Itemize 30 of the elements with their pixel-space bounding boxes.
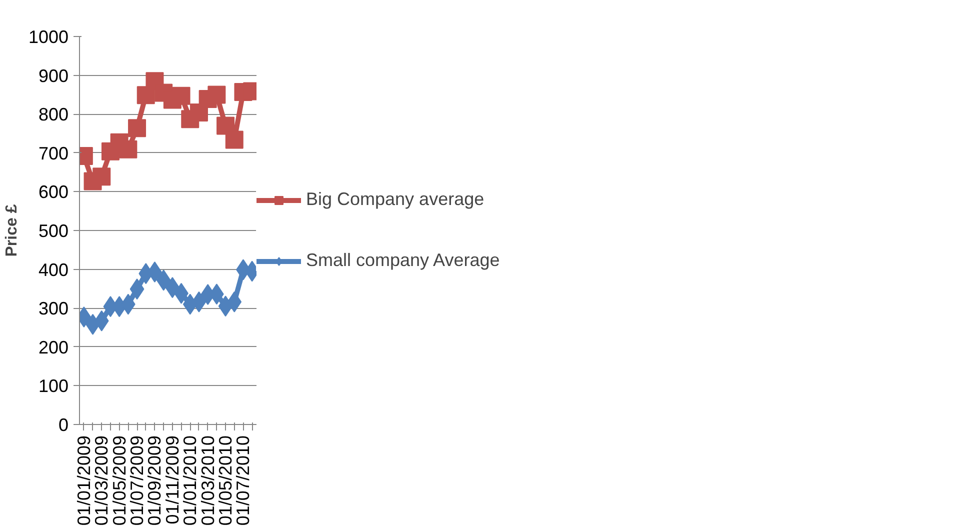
- x-tick-label: 01/05/2009: [109, 435, 130, 526]
- y-tick-label: 900: [38, 66, 69, 86]
- x-tick-label: 01/07/2009: [127, 435, 148, 526]
- x-tick-label: 01/03/2009: [92, 435, 112, 526]
- point: [92, 168, 111, 186]
- y-tick-label: 1000: [28, 27, 69, 47]
- legend-label: Small company Average: [306, 250, 500, 271]
- point: [128, 119, 146, 138]
- x-tick-label: 01/07/2010: [233, 435, 254, 526]
- y-tick-label: 600: [38, 182, 69, 202]
- x-tick-label: 01/01/2009: [74, 435, 94, 526]
- point: [225, 130, 244, 149]
- y-tick-label: 700: [38, 143, 69, 164]
- x-tick-label: 01/01/2010: [180, 435, 200, 526]
- x-tick-label: 01/11/2009: [162, 435, 182, 524]
- y-tick-label: 0: [58, 415, 69, 435]
- y-tick-label: 200: [38, 337, 69, 358]
- y-tick-label: 500: [38, 221, 69, 241]
- x-tick-label: 01/03/2010: [198, 435, 218, 526]
- y-axis-title: Price £: [3, 204, 20, 257]
- x-tick-label: 01/05/2010: [216, 435, 236, 526]
- point: [208, 86, 226, 104]
- legend-label: Big Company average: [306, 189, 484, 210]
- point: [172, 86, 190, 105]
- y-tick-label: 800: [38, 104, 69, 125]
- y-tick-label: 100: [38, 376, 69, 396]
- point: [119, 140, 138, 158]
- y-tick-label: 300: [38, 298, 69, 319]
- y-tick-label: 400: [38, 260, 69, 280]
- x-tick-label: 01/09/2009: [144, 435, 165, 526]
